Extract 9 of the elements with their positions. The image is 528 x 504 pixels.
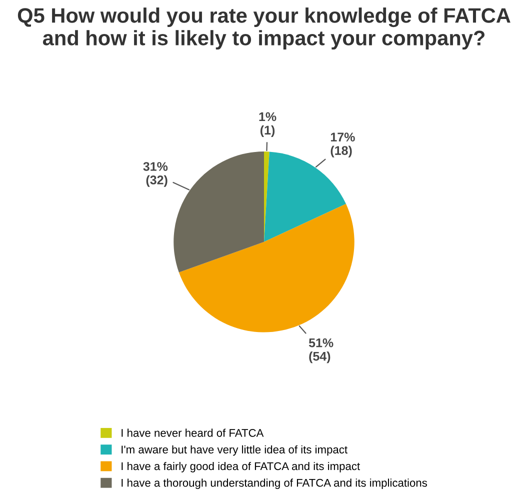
data-label: 1% (1) [259,112,276,138]
legend-label: I have a thorough understanding of FATCA and its implications [122,478,427,489]
data-label: 31% (32) [143,162,168,187]
chart-title: Q5 How would you rate your knowledge of FATCA and how it is likely to impact your company? [18,8,510,50]
data-label: 51% (54) [308,338,334,364]
legend-label: I'm aware but have very little idea of its impact [122,445,348,456]
legend-label: I have a fairly good idea of FATCA and its impact [122,462,360,472]
legend-label: I have never heard of FATCA [122,428,264,437]
data-label: 17% (18) [330,132,355,158]
